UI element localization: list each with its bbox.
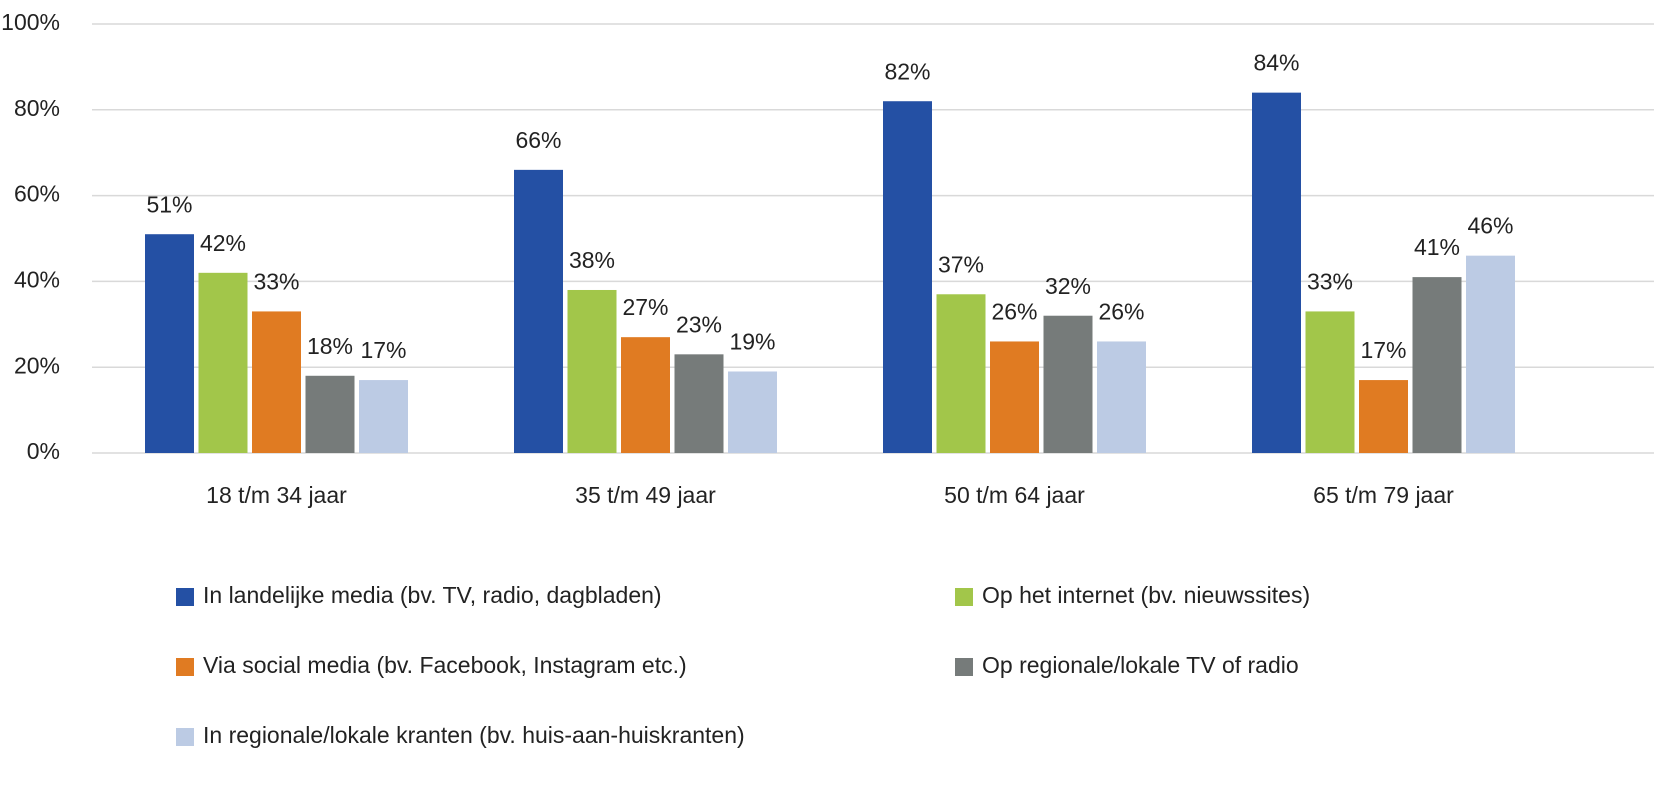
legend-label: In regionale/lokale kranten (bv. huis-aa…: [203, 722, 745, 748]
legend-label: Op het internet (bv. nieuwssites): [982, 582, 1310, 608]
y-tick-label: 0%: [27, 438, 60, 464]
bar: [674, 354, 724, 453]
bar: [198, 272, 248, 453]
legend-label: In landelijke media (bv. TV, radio, dagb…: [203, 582, 662, 608]
legend-label: Op regionale/lokale TV of radio: [982, 652, 1299, 678]
bar: [621, 337, 670, 453]
data-label: 32%: [1045, 273, 1091, 299]
bar: [514, 169, 563, 454]
bar: [145, 234, 194, 453]
bar: [728, 371, 777, 453]
x-tick-label: 65 t/m 79 jaar: [1313, 482, 1454, 508]
data-label: 27%: [622, 294, 668, 320]
data-label: 84%: [1253, 50, 1299, 76]
data-label: 51%: [146, 191, 192, 217]
data-label: 46%: [1467, 213, 1513, 239]
x-tick-label: 50 t/m 64 jaar: [944, 482, 1085, 508]
legend-label: Via social media (bv. Facebook, Instagra…: [203, 652, 687, 678]
bar: [567, 289, 617, 453]
legend-swatch: [176, 728, 194, 746]
bar: [883, 101, 932, 453]
bar: [252, 311, 301, 453]
data-label: 66%: [515, 127, 561, 153]
y-tick-label: 60%: [14, 181, 60, 207]
bar: [359, 380, 408, 453]
bar: [990, 341, 1039, 453]
data-label: 82%: [884, 58, 930, 84]
bar: [1359, 380, 1408, 453]
data-label: 37%: [938, 251, 984, 277]
data-label: 38%: [569, 247, 615, 273]
legend-swatch: [955, 658, 973, 676]
data-label: 18%: [307, 333, 353, 359]
bar: [1097, 341, 1146, 453]
y-tick-label: 80%: [14, 95, 60, 121]
x-tick-label: 18 t/m 34 jaar: [206, 482, 347, 508]
y-tick-label: 20%: [14, 352, 60, 378]
bar: [305, 375, 355, 453]
data-label: 23%: [676, 311, 722, 337]
data-label: 42%: [200, 230, 246, 256]
data-label: 41%: [1414, 234, 1460, 260]
bar: [1305, 311, 1355, 453]
bar: [1252, 92, 1301, 453]
y-tick-label: 100%: [1, 9, 60, 35]
data-label: 26%: [1098, 299, 1144, 325]
bar: [936, 294, 986, 453]
data-label: 26%: [991, 299, 1037, 325]
bar: [1043, 315, 1093, 453]
legend-swatch: [955, 588, 973, 606]
data-label: 19%: [729, 329, 775, 355]
y-tick-label: 40%: [14, 266, 60, 292]
data-label: 33%: [1307, 269, 1353, 295]
legend-swatch: [176, 588, 194, 606]
data-label: 17%: [1360, 337, 1406, 363]
data-label: 33%: [253, 269, 299, 295]
x-tick-label: 35 t/m 49 jaar: [575, 482, 716, 508]
data-label: 17%: [360, 337, 406, 363]
legend-swatch: [176, 658, 194, 676]
bar: [1466, 255, 1515, 453]
bar: [1412, 277, 1462, 453]
